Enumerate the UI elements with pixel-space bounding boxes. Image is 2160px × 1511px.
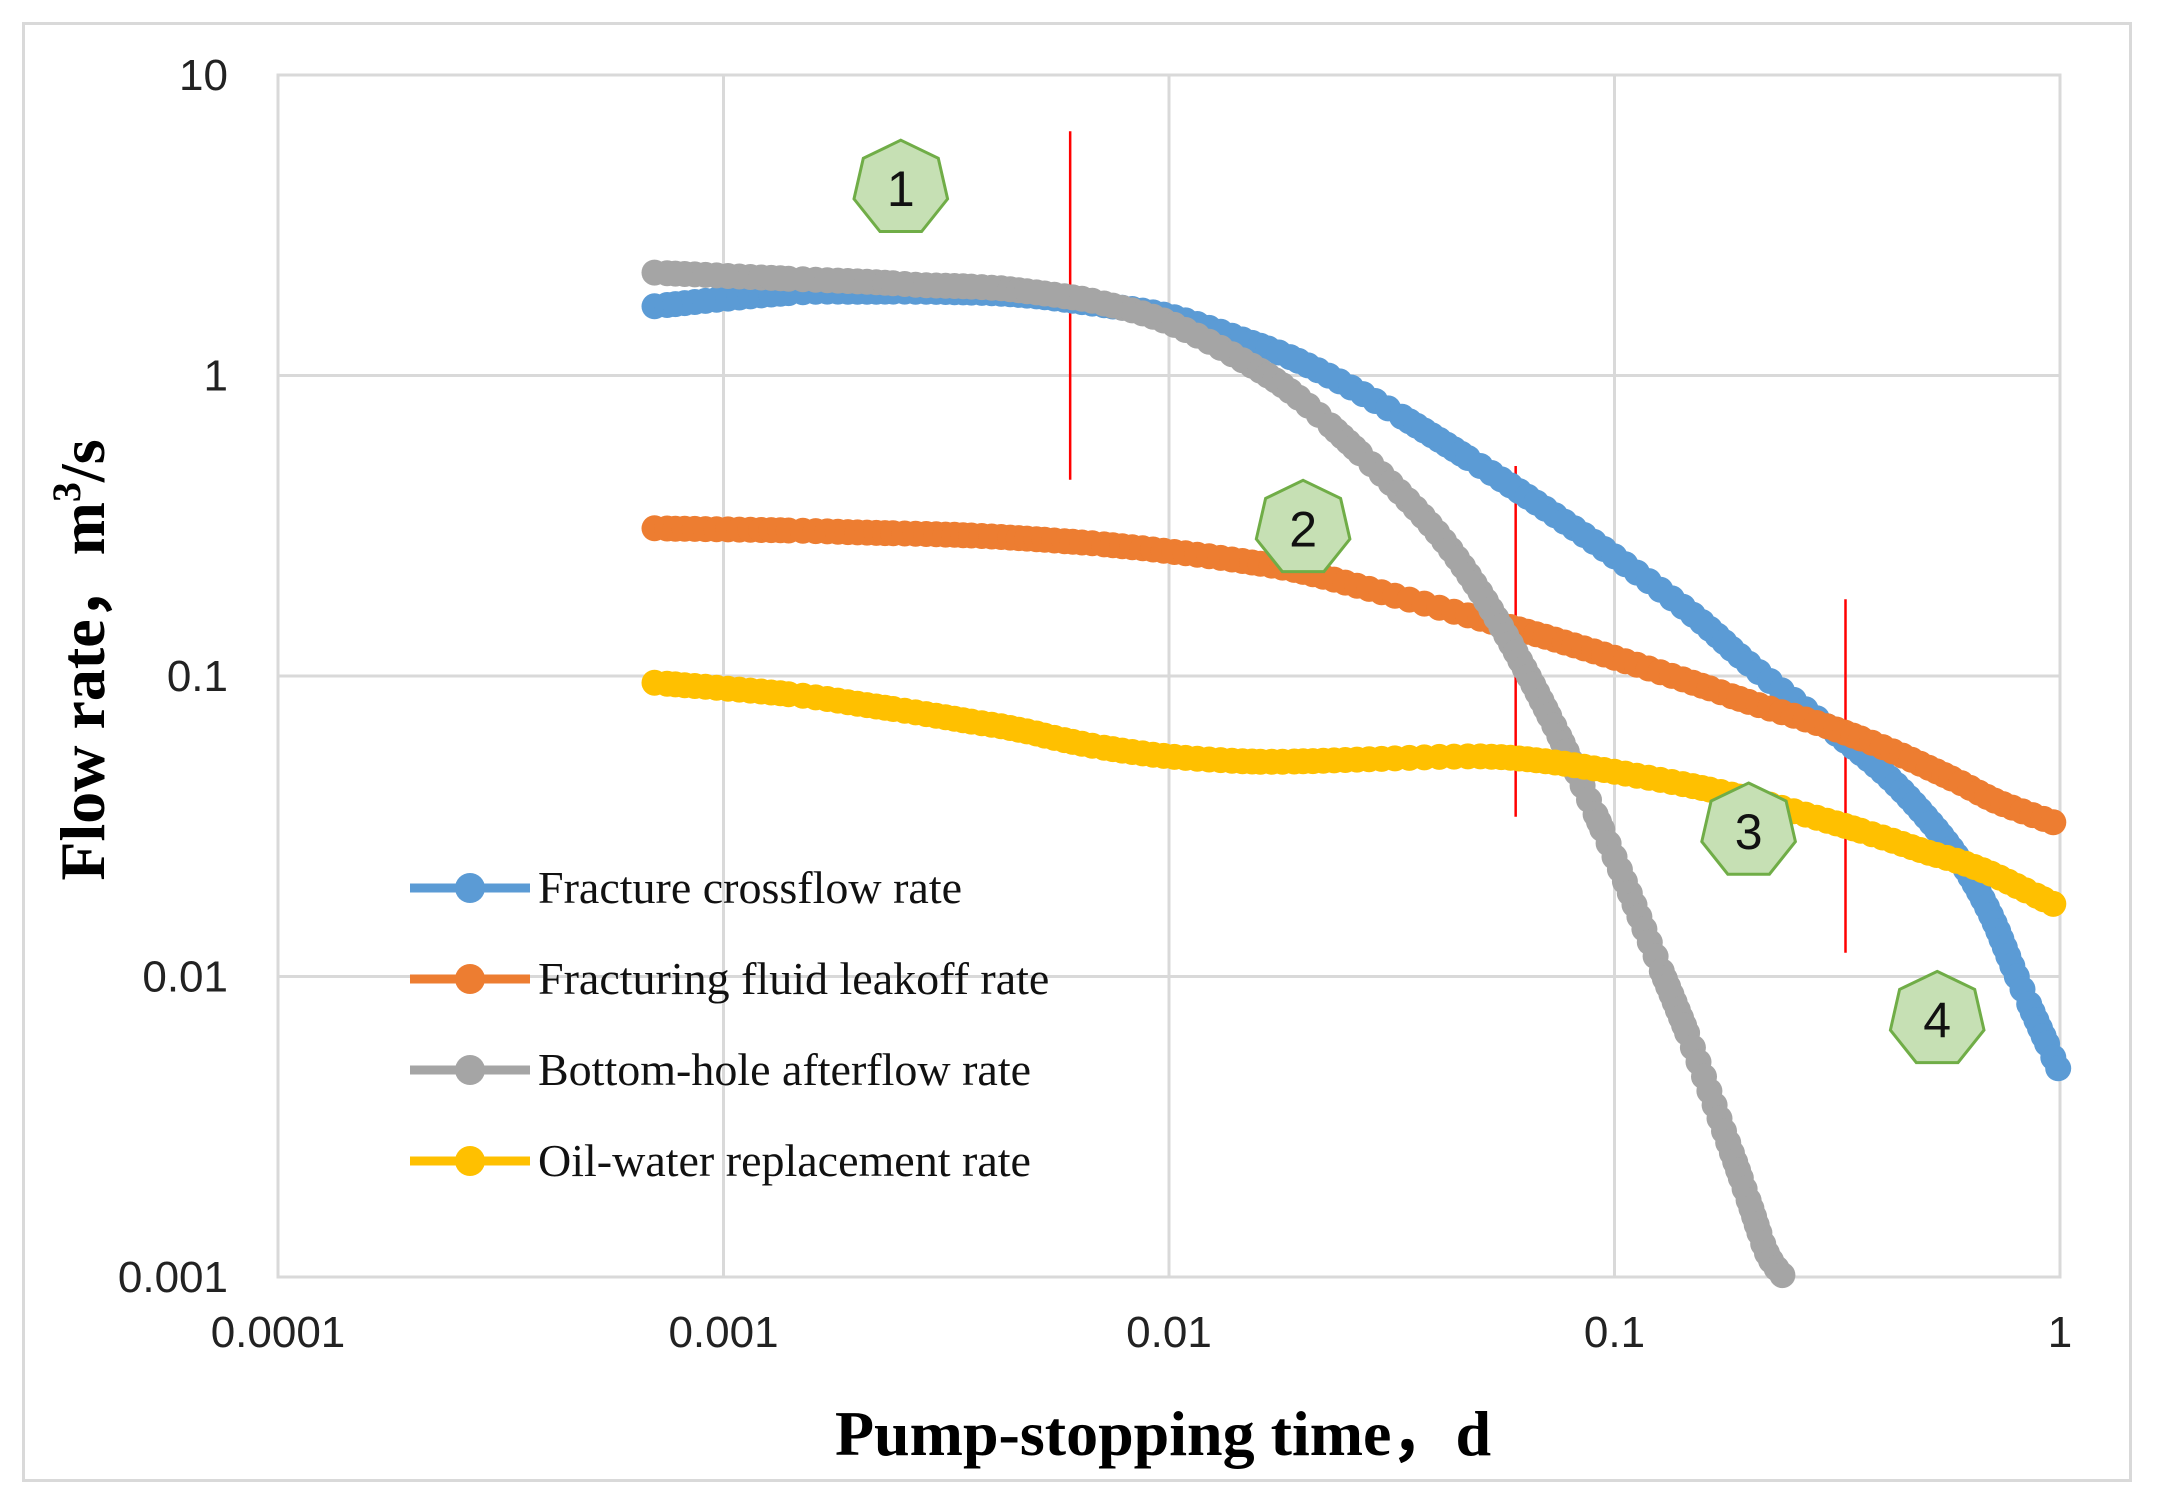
series-2	[641, 515, 2067, 836]
y-tick-labels: 0.001 0.01 0.1 1 10	[118, 51, 228, 1302]
data-point	[2040, 890, 2067, 917]
stage-marker-1: 1	[852, 138, 950, 233]
y-tick-label: 1	[204, 352, 228, 401]
legend-label: Fracture crossflow rate	[538, 862, 962, 913]
y-tick-label: 0.001	[118, 1253, 228, 1302]
stage-marker-4: 4	[1888, 969, 1986, 1065]
y-axis-title-tail: /s	[47, 439, 118, 483]
stage-marker-label: 2	[1289, 501, 1317, 557]
legend: Fracture crossflow rate Fracturing fluid …	[410, 862, 1049, 1186]
y-tick-label: 0.01	[142, 953, 228, 1002]
plot-border	[276, 73, 2062, 1279]
x-tick-labels: 0.0001 0.001 0.01 0.1 1	[211, 1308, 2073, 1357]
legend-label: Bottom-hole afterflow rate	[538, 1044, 1031, 1095]
y-tick-label: 0.1	[167, 652, 228, 701]
y-tick-label: 10	[179, 51, 228, 100]
x-tick-label: 0.001	[668, 1308, 778, 1357]
legend-item-3: Bottom-hole afterflow rate	[410, 1044, 1031, 1095]
grid	[276, 73, 2062, 1279]
legend-swatch-marker	[455, 1055, 485, 1085]
y-axis-title: Flow rate，m3/s	[44, 439, 118, 880]
stage-marker-2: 2	[1254, 478, 1352, 574]
stage-marker-label: 1	[887, 161, 915, 217]
legend-item-2: Fracturing fluid leakoff rate	[410, 953, 1049, 1004]
y-axis-title-main: Flow rate，m	[47, 502, 118, 881]
stage-marker-shape	[1700, 781, 1798, 876]
stage-marker-3: 3	[1700, 781, 1798, 876]
y-axis-title-sup: 3	[44, 482, 89, 502]
legend-item-1: Fracture crossflow rate	[410, 862, 962, 913]
legend-label: Fracturing fluid leakoff rate	[538, 953, 1049, 1004]
plot-area	[276, 73, 2062, 1279]
stage-marker-shape	[1254, 478, 1352, 574]
x-tick-label: 1	[2048, 1308, 2072, 1357]
legend-swatch-marker	[455, 873, 485, 903]
stage-markers: 1 2 3 4	[852, 138, 1986, 1065]
x-tick-label: 0.1	[1584, 1308, 1645, 1357]
data-point	[1769, 1262, 1796, 1289]
stage-marker-shape	[852, 138, 950, 233]
stage-marker-label: 3	[1735, 804, 1763, 860]
data-point	[2045, 1055, 2072, 1082]
legend-swatch-marker	[455, 964, 485, 994]
legend-swatch-marker	[455, 1146, 485, 1176]
x-tick-label: 0.0001	[211, 1308, 346, 1357]
stage-marker-label: 4	[1923, 992, 1951, 1048]
x-tick-label: 0.01	[1126, 1308, 1212, 1357]
data-point	[2040, 809, 2067, 836]
legend-item-4: Oil-water replacement rate	[410, 1135, 1031, 1186]
legend-label: Oil-water replacement rate	[538, 1135, 1031, 1186]
x-axis-title: Pump-stopping time，d	[835, 1398, 1491, 1469]
series-4	[641, 669, 2067, 917]
stage-marker-shape	[1888, 969, 1986, 1065]
series-group	[641, 259, 2072, 1289]
